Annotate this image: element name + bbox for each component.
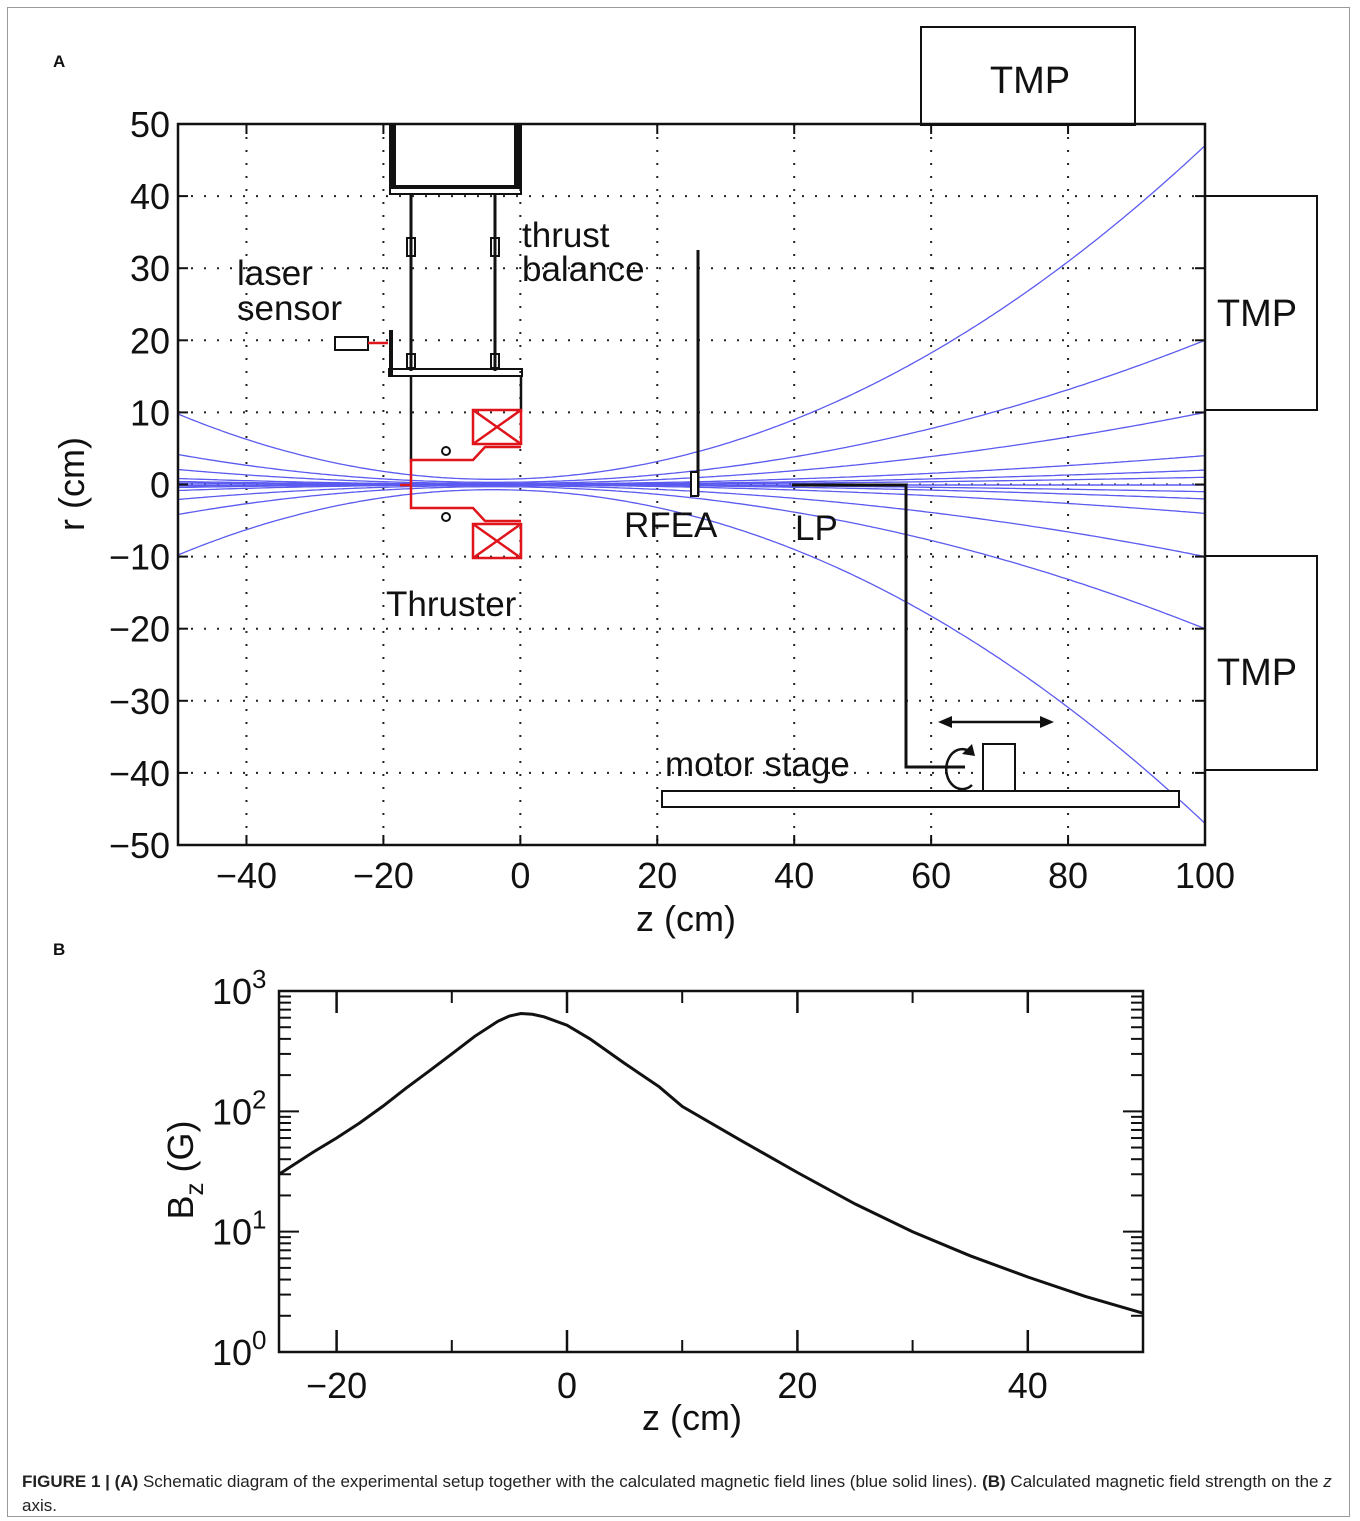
y-tick-label-b-exp: 3 xyxy=(252,964,266,994)
x-tick-label-b: 0 xyxy=(557,1365,577,1406)
y-tick-label-b-exp: 0 xyxy=(252,1325,266,1355)
laser-sensor-label-2: sensor xyxy=(237,289,342,328)
laser-sensor-label-1: laser xyxy=(237,254,313,293)
field-line xyxy=(178,339,1205,483)
panel-a-label: A xyxy=(53,52,66,71)
caption-a-ref: (A) xyxy=(114,1472,139,1491)
y-tick-label-a: 10 xyxy=(130,392,170,433)
x-tick-label-b: 20 xyxy=(777,1365,817,1406)
thruster xyxy=(400,408,523,560)
caption-b-end: axis. xyxy=(22,1496,57,1515)
bz-curve xyxy=(279,1011,1143,1315)
field-line xyxy=(178,489,1205,824)
antenna-dot-lower xyxy=(441,512,451,522)
thrust-balance-label-2: balance xyxy=(522,250,645,289)
y-tick-label-b: 101 xyxy=(212,1205,267,1253)
lp-label: LP xyxy=(795,509,838,548)
x-tick-label-a: 20 xyxy=(637,855,677,896)
y-tick-label-b: 100 xyxy=(212,1325,267,1373)
y-tick-label-a: 40 xyxy=(130,176,170,217)
y-tick-label-b-base: 10 xyxy=(212,1212,252,1253)
ticks-a: −40 −20 0 20 40 60 80 10050403020100−10−20−30−4… xyxy=(109,104,1235,896)
caption-b-ref: (B) xyxy=(982,1472,1006,1491)
tmp-label-right-upper: TMP xyxy=(1217,293,1297,335)
y-tick-label-b-base: 10 xyxy=(212,971,252,1012)
x-tick-label-a: 80 xyxy=(1048,855,1088,896)
y-tick-label-b: 103 xyxy=(212,964,267,1012)
figure-caption: FIGURE 1 | (A) Schematic diagram of the … xyxy=(22,1470,1344,1518)
x-axis-label-a: z (cm) xyxy=(636,898,736,939)
x-tick-label-a: 60 xyxy=(911,855,951,896)
y-axis-label-b-sub: z xyxy=(179,1182,209,1195)
x-tick-label-b: 40 xyxy=(1008,1365,1048,1406)
y-tick-label-a: 0 xyxy=(150,465,170,506)
y-axis-label-b-unit: (G) xyxy=(160,1121,201,1183)
plot-b-frame xyxy=(277,989,1145,1354)
y-axis-label-b-main: B xyxy=(160,1195,201,1219)
motor-stage-label: motor stage xyxy=(665,745,850,784)
tmp-label-top: TMP xyxy=(990,60,1070,102)
y-tick-label-b-base: 10 xyxy=(212,1332,252,1373)
y-tick-label-a: −30 xyxy=(109,681,170,722)
y-axis-label-a: r (cm) xyxy=(51,437,92,531)
caption-b-text: Calculated magnetic field strength on th… xyxy=(1005,1472,1324,1491)
x-tick-label-a: 0 xyxy=(510,855,530,896)
thruster-label: Thruster xyxy=(386,585,517,624)
y-tick-label-b: 102 xyxy=(212,1084,267,1132)
caption-b-axis: z xyxy=(1323,1472,1332,1491)
y-tick-label-b-exp: 2 xyxy=(252,1084,266,1114)
figure-frame xyxy=(7,7,1350,1517)
antenna-dot-upper xyxy=(441,446,451,456)
caption-a-text: Schematic diagram of the experimental se… xyxy=(138,1472,983,1491)
y-tick-label-b-exp: 1 xyxy=(252,1205,266,1235)
rfea-probe xyxy=(690,250,700,497)
motor-stage xyxy=(661,716,1180,808)
y-tick-label-a: −50 xyxy=(109,825,170,866)
rfea-label: RFEA xyxy=(624,506,718,545)
y-tick-label-a: 20 xyxy=(130,320,170,361)
x-tick-label-a: 100 xyxy=(1175,855,1235,896)
x-tick-label-a: −20 xyxy=(353,855,414,896)
y-tick-label-a: −40 xyxy=(109,753,170,794)
y-tick-label-a: −20 xyxy=(109,609,170,650)
x-axis-label-b: z (cm) xyxy=(642,1397,742,1438)
thrust-balance xyxy=(388,123,523,462)
field-line xyxy=(178,486,1205,630)
x-tick-label-a: −40 xyxy=(216,855,277,896)
thrust-balance-label-1: thrust xyxy=(522,216,610,255)
lp-probe xyxy=(792,483,965,769)
x-tick-label-b: −20 xyxy=(306,1365,367,1406)
panel-b-label: B xyxy=(53,940,66,959)
laser-sensor xyxy=(334,336,388,351)
y-axis-label-b: Bz (G) xyxy=(160,1121,209,1220)
caption-figure-ref: FIGURE 1 | xyxy=(22,1472,110,1491)
y-tick-label-a: −10 xyxy=(109,537,170,578)
field-line xyxy=(178,145,1205,480)
x-tick-label-a: 40 xyxy=(774,855,814,896)
tmp-label-right-lower: TMP xyxy=(1217,652,1297,694)
y-tick-label-a: 30 xyxy=(130,248,170,289)
y-tick-label-b-base: 10 xyxy=(212,1091,252,1132)
y-tick-label-a: 50 xyxy=(130,104,170,145)
